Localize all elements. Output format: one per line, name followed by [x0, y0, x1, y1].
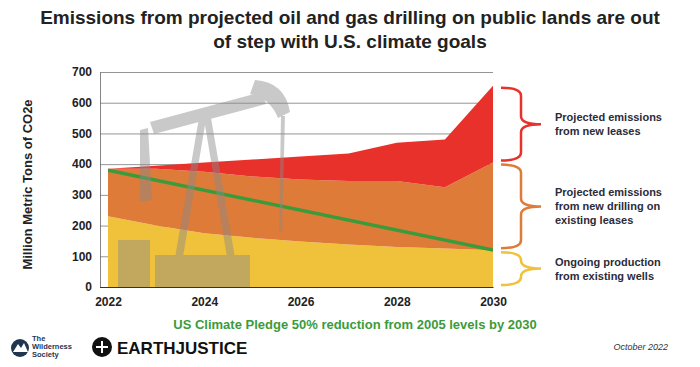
x-tick: 2028: [384, 287, 411, 309]
y-tick-label: 200: [72, 219, 92, 233]
y-axis: 0 100 200 300 400 500 600 700: [72, 65, 493, 294]
y-tick-label: 100: [72, 250, 92, 264]
legend-label-line: from new leases: [555, 125, 641, 137]
x-tick-label: 2030: [480, 295, 507, 309]
y-axis-line: [100, 73, 101, 288]
grid-line: [100, 103, 493, 104]
annotation-line: Society: [32, 350, 60, 359]
bracket: [501, 88, 541, 161]
bracket: [501, 165, 541, 249]
y-tick-label: 400: [72, 157, 92, 171]
title-line: Emissions from projected oil and gas dri…: [40, 7, 660, 28]
annotation: October 2022: [613, 342, 668, 352]
legend-label-line: Ongoing production: [555, 256, 661, 268]
y-tick-label: 300: [72, 188, 92, 202]
chart: Emissions from projected oil and gas dri…: [0, 0, 700, 367]
area: [108, 86, 493, 187]
x-axis: 2022 2024 2026 2028 2030: [95, 287, 507, 309]
title: Emissions from projected oil and gas dri…: [40, 7, 660, 52]
x-tick-label: 2024: [191, 295, 218, 309]
logo-icon: [92, 337, 112, 357]
grid-line: [100, 287, 493, 288]
y-tick: 700: [72, 65, 493, 79]
y-axis-title: Million Metric Tons of CO2e: [20, 99, 35, 269]
line: [108, 170, 493, 250]
x-tick: 2022: [95, 287, 122, 309]
pumpjack-silhouette: [118, 80, 290, 287]
x-tick-label: 2022: [95, 295, 122, 309]
x-tick-label: 2028: [384, 295, 411, 309]
legend-label-line: Projected emissions: [555, 111, 662, 123]
logo-icon: [11, 339, 29, 357]
x-axis-line: [109, 287, 494, 288]
grid-line: [100, 72, 493, 73]
legend-label-line: Projected emissions: [555, 186, 662, 198]
y-tick-label: 600: [72, 96, 92, 110]
bracket: [501, 252, 541, 285]
logo-icon-mark: [96, 341, 108, 353]
y-tick-label: 0: [85, 280, 92, 294]
x-tick: 2026: [288, 287, 315, 309]
x-tick: 2024: [191, 287, 218, 309]
x-tick: 2030: [480, 287, 507, 309]
annotation: TheWildernessSociety: [32, 334, 72, 359]
legend-label-line: existing leases: [555, 214, 633, 226]
legend-label: Projected emissions from new drilling on e…: [555, 186, 662, 226]
legend-label: Projected emissions from new leases: [555, 111, 662, 137]
legend-label-line: from existing wells: [555, 270, 654, 282]
y-tick-label: 700: [72, 65, 92, 79]
legend-label: Ongoing production from existing wells: [555, 256, 661, 282]
legend-label-line: from new drilling on: [555, 200, 660, 212]
title-line: of step with U.S. climate goals: [213, 31, 486, 52]
grid-line: [100, 133, 493, 134]
plot-area: [108, 86, 493, 287]
y-tick-label: 500: [72, 127, 92, 141]
x-tick-label: 2026: [288, 295, 315, 309]
annotation: EARTHJUSTICE: [117, 339, 247, 358]
logo-icon-mark: [13, 343, 28, 352]
line-label: US Climate Pledge 50% reduction from 200…: [173, 317, 536, 332]
